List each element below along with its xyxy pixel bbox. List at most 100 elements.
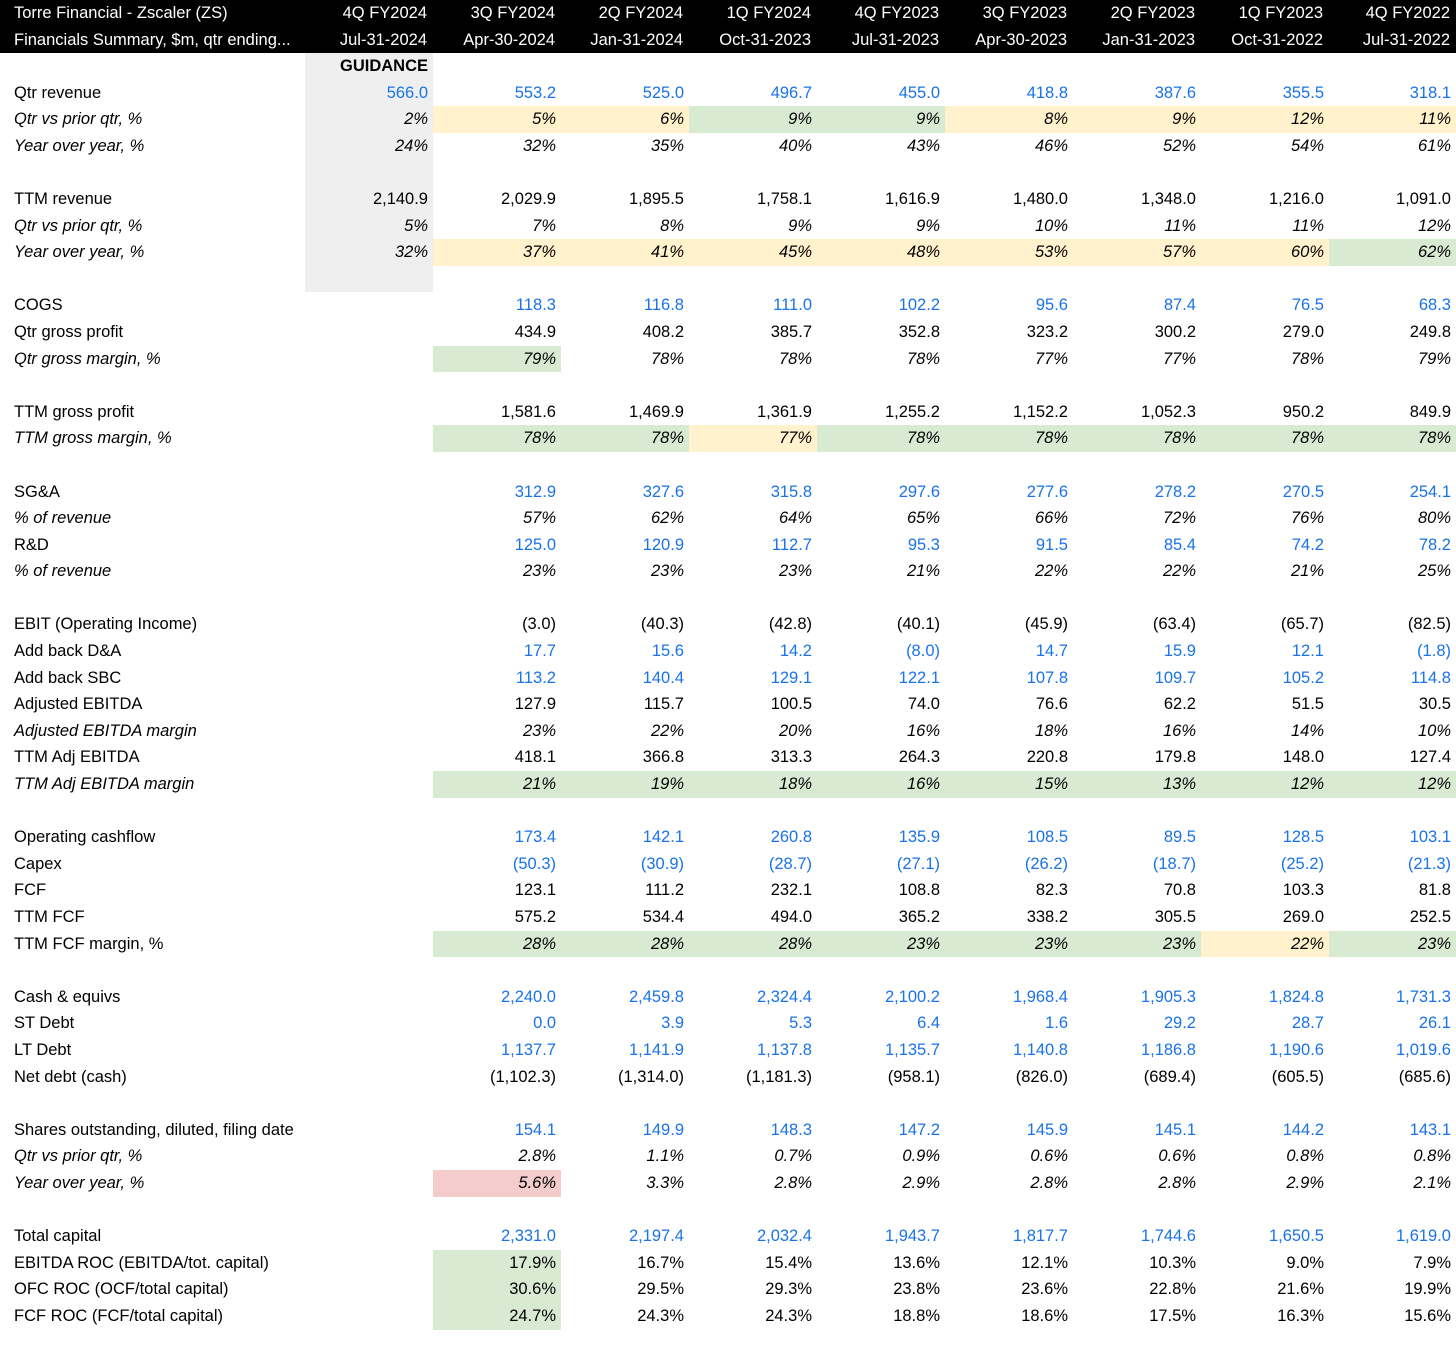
empty-cell[interactable] [0, 798, 305, 825]
empty-cell[interactable] [1073, 798, 1201, 825]
value-cell[interactable]: 28% [561, 930, 689, 958]
empty-cell[interactable] [1329, 1197, 1456, 1224]
value-cell[interactable]: 51.5 [1291, 695, 1324, 714]
guidance-value-cell[interactable]: 32% [305, 239, 433, 266]
header-period-cell[interactable]: 4Q FY2022 [1365, 4, 1450, 22]
empty-cell[interactable] [1201, 452, 1329, 479]
row-label[interactable]: Qtr gross margin, % [14, 349, 161, 368]
value-cell[interactable]: 277.6 [1026, 482, 1068, 501]
empty-cell[interactable] [1073, 1090, 1201, 1117]
value-cell[interactable]: 142.1 [642, 828, 684, 847]
empty-cell[interactable] [1329, 266, 1456, 293]
value-cell[interactable]: 140.4 [642, 668, 684, 687]
value-cell[interactable]: 279.0 [1282, 322, 1324, 341]
empty-cell[interactable] [945, 1197, 1073, 1224]
header-period-cell[interactable]: 3Q FY2023 [982, 4, 1067, 22]
value-cell[interactable]: 22% [650, 721, 684, 740]
value-cell[interactable]: 950.2 [1282, 402, 1324, 421]
value-cell[interactable]: 81.8 [1418, 881, 1451, 900]
value-cell[interactable]: 408.2 [642, 322, 684, 341]
value-cell[interactable]: 1,140.8 [1012, 1040, 1068, 1059]
value-cell[interactable]: (40.3) [640, 615, 684, 634]
value-cell[interactable]: 494.0 [770, 908, 812, 926]
guidance-value-cell[interactable] [305, 824, 433, 851]
row-label[interactable]: Qtr gross profit [14, 322, 124, 341]
value-cell[interactable]: 9% [1073, 106, 1201, 133]
value-cell[interactable]: 9% [916, 216, 940, 235]
value-cell[interactable]: 22% [1201, 930, 1329, 958]
value-cell[interactable]: 129.1 [770, 668, 812, 687]
empty-cell[interactable] [817, 452, 945, 479]
value-cell[interactable]: 61% [1417, 136, 1451, 155]
header-period-cell[interactable]: Jan-31-2024 [590, 30, 683, 49]
value-cell[interactable]: 78% [906, 349, 940, 368]
value-cell[interactable]: (30.9) [640, 854, 684, 873]
value-cell[interactable]: (42.8) [768, 615, 812, 634]
value-cell[interactable]: 78% [650, 349, 684, 368]
row-label[interactable]: TTM revenue [14, 189, 113, 208]
guidance-value-cell[interactable] [305, 1250, 433, 1277]
value-cell[interactable]: 23% [522, 562, 556, 581]
value-cell[interactable]: 74.0 [907, 695, 940, 714]
guidance-value-cell[interactable]: 2% [305, 106, 433, 133]
empty-cell[interactable] [689, 452, 817, 479]
value-cell[interactable]: 147.2 [898, 1120, 940, 1139]
value-cell[interactable]: 12% [1417, 216, 1451, 235]
row-label[interactable]: Qtr vs prior qtr, % [14, 110, 143, 129]
value-cell[interactable]: 7.9% [1413, 1253, 1451, 1272]
guidance-value-cell[interactable] [305, 931, 433, 958]
guidance-value-cell[interactable] [305, 1303, 433, 1330]
row-label[interactable]: Qtr vs prior qtr, % [14, 1147, 143, 1166]
value-cell[interactable]: 2,324.4 [756, 987, 812, 1006]
value-cell[interactable]: (40.1) [896, 615, 940, 634]
guidance-value-cell[interactable] [305, 479, 433, 506]
guidance-value-cell[interactable] [305, 638, 433, 665]
empty-cell[interactable] [817, 266, 945, 293]
value-cell[interactable]: 418.1 [514, 748, 556, 767]
empty-cell[interactable] [433, 266, 561, 293]
value-cell[interactable]: 28.7 [1291, 1014, 1324, 1033]
value-cell[interactable]: 62.2 [1163, 695, 1196, 714]
empty-cell[interactable] [305, 585, 433, 612]
guidance-value-cell[interactable] [305, 1223, 433, 1250]
value-cell[interactable]: 313.3 [770, 748, 812, 767]
value-cell[interactable]: 70.8 [1163, 881, 1196, 900]
value-cell[interactable]: (826.0) [1015, 1067, 1068, 1086]
empty-cell[interactable] [1201, 266, 1329, 293]
value-cell[interactable]: 9% [817, 106, 945, 133]
empty-cell[interactable] [945, 372, 1073, 399]
value-cell[interactable]: 20% [778, 721, 812, 740]
value-cell[interactable]: 2,459.8 [628, 987, 684, 1006]
value-cell[interactable]: 318.1 [1409, 83, 1451, 102]
row-label[interactable]: TTM gross profit [14, 402, 135, 421]
row-label[interactable]: EBITDA ROC (EBITDA/tot. capital) [14, 1253, 269, 1272]
value-cell[interactable]: 1,137.7 [500, 1040, 556, 1059]
value-cell[interactable]: 300.2 [1154, 322, 1196, 341]
header-period-cell[interactable]: 4Q FY2024 [342, 4, 427, 22]
value-cell[interactable]: 387.6 [1154, 83, 1196, 102]
value-cell[interactable]: 3.9 [661, 1014, 684, 1033]
value-cell[interactable]: 1,019.6 [1395, 1040, 1451, 1059]
value-cell[interactable]: 103.3 [1282, 881, 1324, 900]
row-label[interactable]: Qtr revenue [14, 83, 102, 102]
guidance-value-cell[interactable] [305, 346, 433, 373]
value-cell[interactable]: 0.0 [533, 1014, 556, 1033]
header-period-cell[interactable]: Jul-31-2024 [339, 30, 427, 49]
value-cell[interactable]: 87.4 [1163, 296, 1196, 315]
empty-cell[interactable] [945, 585, 1073, 612]
value-cell[interactable]: 26.1 [1418, 1014, 1451, 1033]
value-cell[interactable]: 79% [1417, 349, 1451, 368]
header-period-cell[interactable]: 2Q FY2024 [598, 4, 683, 22]
value-cell[interactable]: 28% [433, 930, 561, 958]
guidance-value-cell[interactable] [305, 319, 433, 346]
value-cell[interactable]: 496.7 [770, 83, 812, 102]
value-cell[interactable]: 6.4 [917, 1014, 940, 1033]
value-cell[interactable]: (1,314.0) [617, 1067, 684, 1086]
empty-cell[interactable] [817, 957, 945, 984]
empty-cell[interactable] [1073, 159, 1201, 186]
value-cell[interactable]: 111.0 [773, 296, 812, 315]
header-period-cell[interactable]: 1Q FY2024 [726, 4, 811, 22]
value-cell[interactable]: 2.1% [1413, 1173, 1451, 1192]
empty-cell[interactable] [561, 798, 689, 825]
value-cell[interactable]: 1.1% [646, 1147, 684, 1166]
